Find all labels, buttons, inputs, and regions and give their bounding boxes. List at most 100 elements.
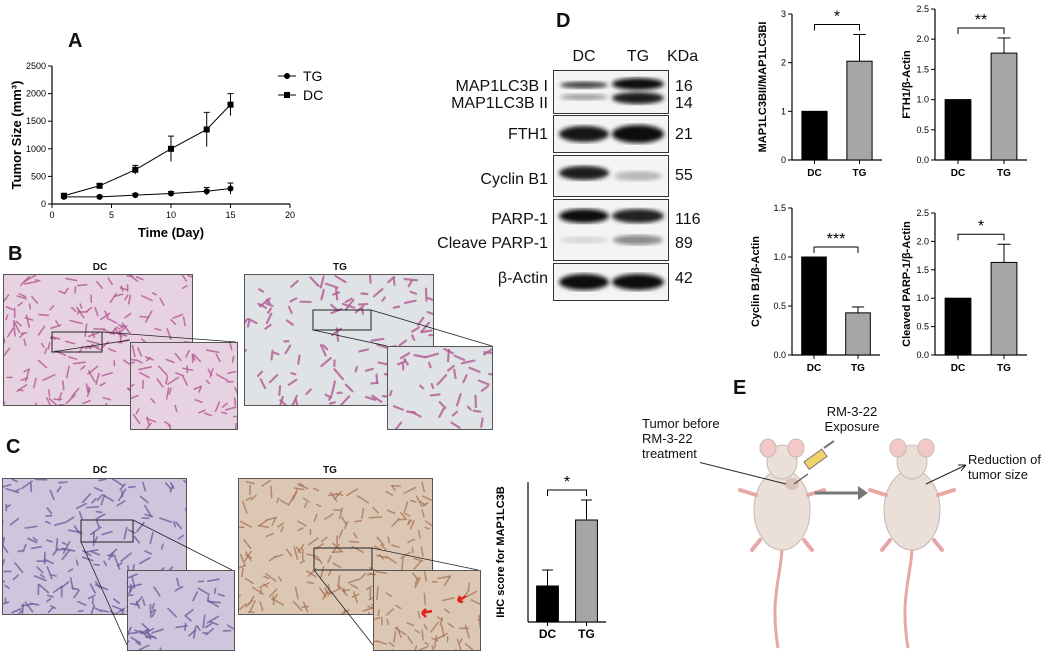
tissue-fiber	[245, 480, 255, 485]
tissue-fiber	[168, 387, 172, 395]
tissue-fiber	[120, 552, 132, 563]
tissue-fiber	[100, 609, 109, 613]
tissue-fiber	[297, 354, 301, 365]
x-tick-label: DC	[807, 168, 821, 179]
tissue-fiber	[150, 608, 155, 614]
tissue-fiber	[144, 550, 152, 555]
significance-bracket	[814, 23, 860, 31]
y-tick-label: 1000	[26, 144, 46, 154]
tissue-fiber	[411, 334, 416, 341]
tissue-fiber	[145, 422, 152, 429]
he-stain-tg-zoom	[387, 346, 493, 430]
tissue-fiber	[401, 556, 404, 571]
tissue-fiber	[316, 556, 323, 565]
data-point-dc	[227, 101, 234, 108]
tissue-fiber	[344, 297, 353, 304]
tissue-fiber	[16, 295, 27, 300]
tissue-fiber	[29, 602, 40, 606]
tissue-fiber	[109, 610, 117, 614]
tissue-fiber	[93, 486, 103, 492]
y-tick-label: 0.0	[916, 350, 929, 360]
tissue-fiber	[23, 338, 27, 347]
tissue-fiber	[24, 525, 38, 529]
tissue-fiber	[12, 322, 16, 337]
tissue-fiber	[226, 624, 234, 631]
bar-tg	[990, 52, 1018, 161]
tissue-fiber	[397, 360, 407, 366]
ihc-c-right-title: TG	[323, 465, 337, 476]
tissue-fiber	[285, 319, 294, 326]
tissue-fiber	[184, 622, 187, 632]
tissue-fiber	[295, 398, 299, 405]
tissue-fiber	[390, 485, 396, 492]
blot-label-actin: β-Actin	[497, 270, 548, 287]
tissue-fiber	[368, 516, 383, 519]
tissue-fiber	[71, 387, 80, 398]
tissue-fiber	[263, 575, 270, 580]
tissue-fiber	[172, 520, 177, 528]
tissue-fiber	[128, 586, 134, 595]
tissue-fiber	[79, 303, 83, 309]
tissue-fiber	[128, 573, 138, 579]
tissue-fiber	[372, 288, 384, 298]
tissue-fiber	[316, 503, 322, 508]
tissue-fiber	[139, 495, 149, 504]
tissue-fiber	[46, 594, 54, 598]
tissue-fiber	[417, 611, 421, 619]
tissue-fiber	[17, 301, 23, 307]
tissue-fiber	[94, 306, 99, 317]
kda-14: 14	[675, 95, 693, 112]
tissue-fiber	[78, 511, 83, 520]
tissue-fiber	[381, 296, 387, 302]
ihc-c-left-title: DC	[92, 465, 108, 476]
tissue-fiber	[356, 495, 369, 504]
tissue-fiber	[291, 394, 298, 405]
tissue-fiber	[107, 347, 117, 353]
y-tick-label: 2500	[26, 61, 46, 71]
c-zoom-lines	[80, 519, 479, 646]
tissue-fiber	[77, 284, 88, 287]
tissue-fiber	[6, 327, 14, 338]
tissue-fiber	[37, 359, 48, 369]
tissue-fiber	[309, 276, 320, 288]
tissue-fiber	[330, 303, 339, 312]
blot-parp1	[553, 199, 669, 261]
tissue-fiber	[394, 421, 403, 429]
tissue-fiber	[268, 555, 277, 562]
tissue-fiber	[187, 275, 192, 278]
legend-label-dc: DC	[303, 87, 323, 103]
tissue-fiber	[56, 486, 62, 493]
tissue-fiber	[137, 347, 143, 357]
tissue-fiber	[410, 520, 415, 530]
tissue-fiber	[193, 385, 202, 390]
tissue-fiber	[387, 275, 396, 284]
significance-bracket	[957, 27, 1005, 34]
tissue-fiber	[327, 555, 332, 564]
tissue-fiber	[46, 539, 53, 543]
tissue-fiber	[456, 638, 462, 650]
tissue-fiber	[15, 320, 22, 327]
tissue-fiber	[47, 606, 54, 614]
mouse-after-icon	[868, 438, 956, 649]
tissue-fiber	[130, 602, 140, 606]
blot-label-lc3b-ii: MAP1LC3B II	[451, 95, 548, 112]
data-point-tg	[227, 185, 234, 192]
tissue-fiber	[165, 376, 169, 385]
tissue-fiber	[58, 392, 63, 401]
tissue-fiber	[347, 578, 361, 584]
tissue-fiber	[424, 526, 430, 530]
tissue-fiber	[393, 630, 397, 643]
x-tick-label: TG	[997, 363, 1011, 374]
tissue-fiber	[12, 319, 21, 333]
blot-label-lc3b-i: MAP1LC3B I	[455, 78, 548, 95]
tissue-fiber	[455, 393, 462, 407]
tissue-fiber	[459, 638, 463, 644]
tissue-fiber	[151, 609, 157, 618]
tissue-fiber	[344, 298, 355, 311]
tissue-fiber	[259, 601, 264, 612]
tissue-fiber	[268, 588, 278, 598]
tissue-fiber	[421, 629, 424, 641]
tissue-fiber	[144, 310, 153, 323]
tissue-fiber	[140, 295, 153, 302]
tissue-fiber	[165, 387, 170, 400]
